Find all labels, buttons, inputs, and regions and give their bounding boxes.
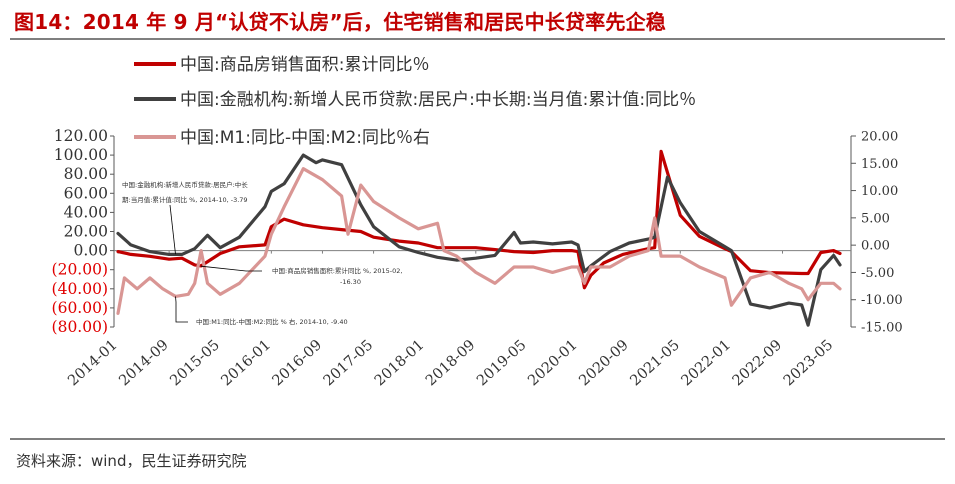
legend-label: 中国:商品房销售面积:累计同比％ <box>180 55 429 75</box>
x-tick-label: 2015-05 <box>167 337 222 389</box>
right-tick-label: 20.00 <box>861 130 898 145</box>
left-tick-label: (40.00) <box>52 280 108 298</box>
title-divider <box>10 38 945 40</box>
left-tick-label: 100.00 <box>54 146 108 164</box>
right-tick-label: 5.00 <box>861 211 890 226</box>
footer-divider <box>10 438 945 440</box>
callout-leader <box>169 204 176 255</box>
x-tick-label: 2020-09 <box>576 337 631 389</box>
callout-text: 期:当月值:累计值:同比 %, 2014-10, -3.79 <box>122 195 248 204</box>
x-tick-label: 2018-01 <box>372 337 427 389</box>
series-line <box>116 153 842 327</box>
callout-text: 中国:商品房销售面积:累计同比 %, 2015-02, <box>272 266 402 275</box>
x-tick-label: 2016-09 <box>270 337 325 389</box>
x-tick-label: 2022-09 <box>730 337 785 389</box>
x-tick-label: 2017-05 <box>321 337 376 389</box>
callout-leader <box>201 265 262 272</box>
series-line <box>116 167 842 315</box>
x-tick-label: 2020-01 <box>525 337 580 389</box>
callout-text: 中国:M1:同比-中国:M2:同比 % 右, 2014-10, -9.40 <box>196 317 348 326</box>
left-tick-label: (80.00) <box>52 318 108 336</box>
x-tick-label: 2023-05 <box>781 337 836 389</box>
x-tick-label: 2016-01 <box>219 337 274 389</box>
x-tick-label: 2021-05 <box>627 337 682 389</box>
left-tick-label: (20.00) <box>52 261 108 279</box>
right-tick-label: -15.00 <box>861 321 903 336</box>
page-title: 图14：2014 年 9 月“认贷不认房”后，住宅销售和居民中长贷率先企稳 <box>14 10 666 34</box>
chart: 中国:商品房销售面积:累计同比％ 中国:金融机构:新增人民币贷款:居民户:中长期:… <box>52 55 903 389</box>
x-tick-label: 2022-01 <box>679 337 734 389</box>
right-tick-label: 0.00 <box>861 239 890 254</box>
callout-text: 中国:金融机构:新增人民币贷款:居民户:中长 <box>122 180 248 189</box>
source-note: 资料来源：wind，民生证券研究院 <box>16 452 247 470</box>
left-tick-label: 80.00 <box>64 165 108 183</box>
right-tick-label: 15.00 <box>861 157 898 172</box>
callout-leader <box>175 296 188 323</box>
x-tick-label: 2019-05 <box>474 337 529 389</box>
series-group <box>116 149 842 327</box>
callout-text: -16.30 <box>340 278 361 286</box>
left-tick-label: 60.00 <box>64 184 108 202</box>
left-tick-label: 40.00 <box>64 203 108 221</box>
right-tick-label: -10.00 <box>861 293 903 308</box>
left-tick-label: 20.00 <box>64 223 108 241</box>
x-tick-label: 2018-09 <box>423 337 478 389</box>
legend-label: 中国:金融机构:新增人民币贷款:居民户:中长期:当月值:累计值:同比％ <box>180 90 696 110</box>
legend-label: 中国:M1:同比-中国:M2:同比％右 <box>180 128 430 148</box>
right-tick-label: -5.00 <box>861 266 894 281</box>
left-tick-label: (60.00) <box>52 299 108 317</box>
annotations: 中国:金融机构:新增人民币贷款:居民户:中长期:当月值:累计值:同比 %, 20… <box>122 180 402 326</box>
legend: 中国:商品房销售面积:累计同比％ 中国:金融机构:新增人民币贷款:居民户:中长期:… <box>134 55 696 148</box>
right-tick-label: 10.00 <box>861 184 898 199</box>
x-tick-label: 2014-01 <box>65 337 120 389</box>
series-line <box>116 149 842 290</box>
left-tick-label: 120.00 <box>54 127 108 145</box>
left-tick-label: 0.00 <box>73 242 108 260</box>
x-tick-label: 2014-09 <box>116 337 171 389</box>
